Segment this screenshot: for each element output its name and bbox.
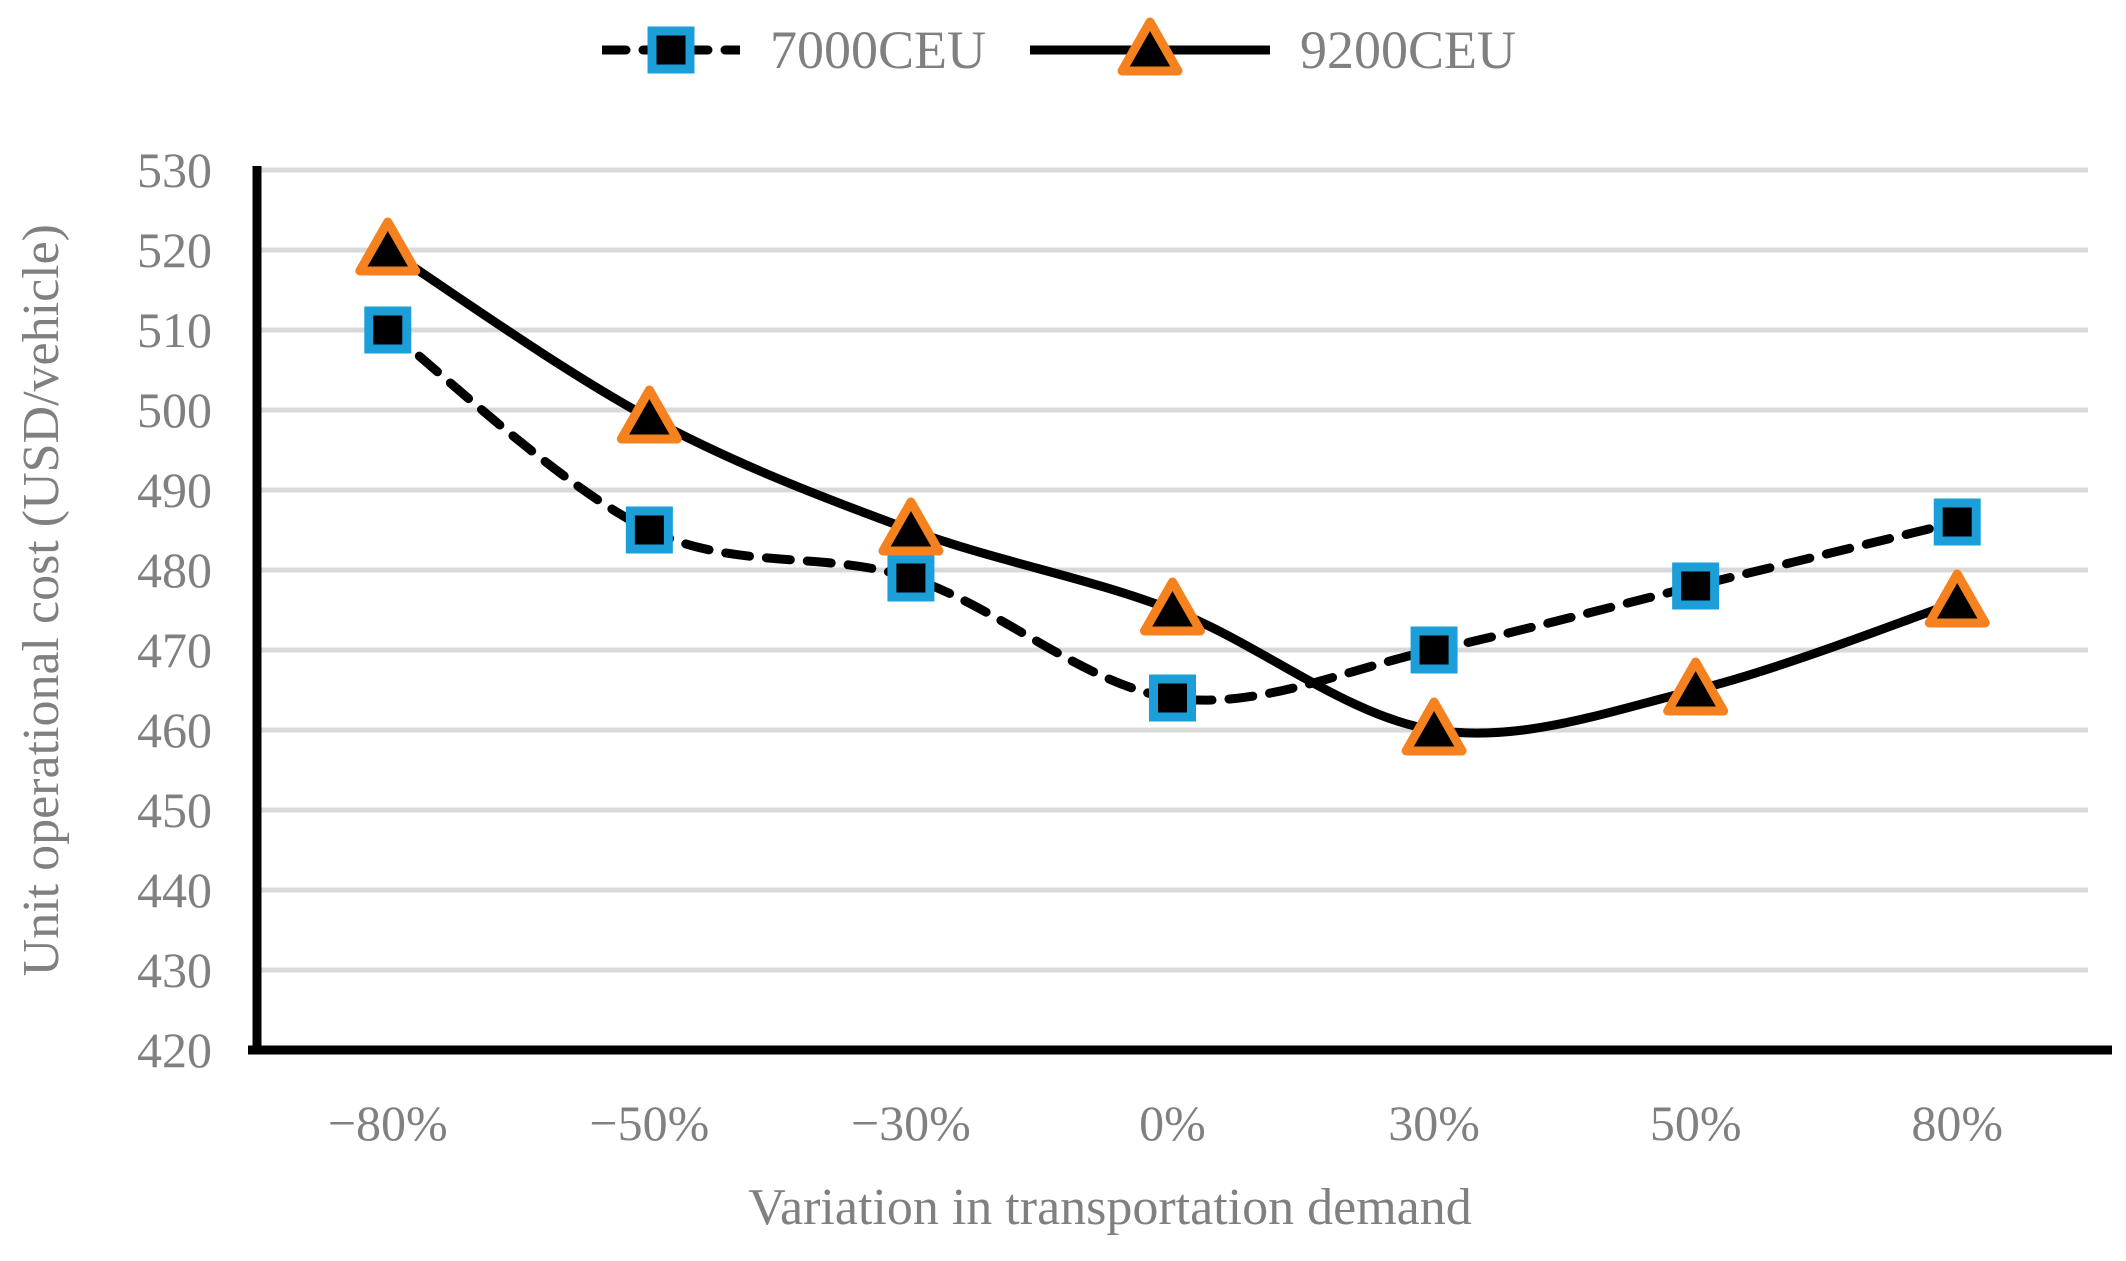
marker-square-7000ceu — [364, 306, 412, 354]
x-tick-label: 0% — [1139, 1095, 1206, 1151]
legend-marker-square — [647, 26, 695, 74]
legend-item-7000ceu: 7000CEU — [602, 0, 986, 100]
x-tick-label: 80% — [1911, 1095, 2003, 1151]
y-tick-label: 500 — [137, 382, 212, 438]
marker-triangle-9200ceu — [355, 217, 421, 276]
x-tick-label: 30% — [1388, 1095, 1480, 1151]
marker-triangle-9200ceu — [1924, 569, 1990, 628]
legend-label-9200ceu: 9200CEU — [1300, 20, 1516, 80]
legend-item-9200ceu: 9200CEU — [1030, 0, 1516, 100]
y-tick-label: 470 — [137, 622, 212, 678]
marker-square-7000ceu — [1410, 626, 1458, 674]
marker-triangle-9200ceu — [1663, 657, 1729, 716]
y-tick-label: 440 — [137, 862, 212, 918]
x-tick-label: −80% — [328, 1095, 448, 1151]
y-tick-label: 460 — [137, 702, 212, 758]
legend-marker-triangle — [1117, 17, 1183, 76]
y-tick-label: 530 — [137, 142, 212, 198]
marker-square-7000ceu — [1672, 562, 1720, 610]
x-axis-title: Variation in transportation demand — [748, 1179, 1472, 1236]
y-tick-label: 480 — [137, 542, 212, 598]
y-tick-label: 450 — [137, 782, 212, 838]
legend: 7000CEU 9200CEU — [0, 0, 2126, 100]
x-tick-label: −30% — [851, 1095, 971, 1151]
x-tick-label: 50% — [1650, 1095, 1742, 1151]
marker-triangle-9200ceu — [616, 385, 682, 444]
y-axis-title: Unit operational cost (USD/vehicle) — [12, 223, 70, 977]
y-tick-label: 420 — [137, 1022, 212, 1078]
legend-sample-dashed-square — [602, 26, 740, 74]
y-tick-label: 510 — [137, 302, 212, 358]
y-tick-label: 490 — [137, 462, 212, 518]
marker-square-7000ceu — [887, 554, 935, 602]
marker-square-7000ceu — [1149, 674, 1196, 722]
legend-sample-solid-triangle — [1030, 17, 1270, 76]
x-tick-label: −50% — [589, 1095, 709, 1151]
marker-square-7000ceu — [625, 506, 673, 554]
marker-triangle-9200ceu — [1140, 577, 1205, 636]
y-tick-label: 520 — [137, 222, 212, 278]
marker-triangle-9200ceu — [878, 497, 944, 556]
series-line-7000ceu — [383, 325, 1962, 705]
legend-label-7000ceu: 7000CEU — [770, 20, 986, 80]
marker-triangle-9200ceu — [1401, 697, 1467, 756]
y-tick-label: 430 — [137, 942, 212, 998]
marker-square-7000ceu — [1933, 498, 1981, 546]
